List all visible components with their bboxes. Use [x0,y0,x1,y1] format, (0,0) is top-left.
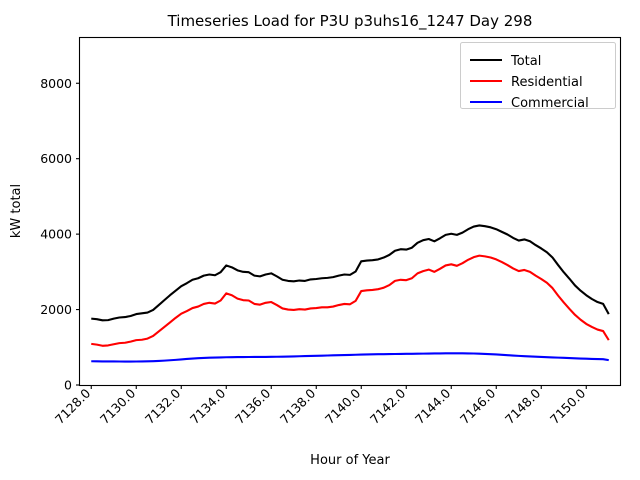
series-line-total [91,224,610,322]
chart-legend: Total Residential Commercial [460,42,616,111]
x-tick-label: 7128.0 [52,385,94,427]
x-tick-label: 7134.0 [187,385,229,427]
legend-label-commercial: Commercial [511,96,589,111]
x-tick-label: 7144.0 [412,385,454,427]
x-tick-label: 7132.0 [142,385,184,427]
x-tick-label: 7150.0 [547,385,589,427]
y-tick-label: 0 [64,378,72,393]
y-axis-ticks: 0 2000 4000 6000 8000 [40,76,80,393]
chart-title: Timeseries Load for P3U p3uhs16_1247 Day… [167,12,533,31]
x-tick-label: 7138.0 [277,385,319,427]
x-axis-ticks: 7128.0 7130.0 7132.0 7134.0 7136.0 7138.0 7140… [52,385,589,427]
series-line-residential [91,254,610,347]
y-tick-label: 6000 [40,151,72,166]
y-tick-label: 4000 [40,227,72,242]
y-tick-label: 2000 [40,302,72,317]
legend-label-residential: Residential [511,75,583,90]
y-tick-label: 8000 [40,76,72,91]
legend-entries: Total Residential Commercial [470,54,589,111]
y-axis-title: kW total [9,184,24,238]
plot-axes-frame [78,36,622,387]
x-tick-label: 7148.0 [502,385,544,427]
series-line-commercial [91,352,609,363]
x-tick-label: 7142.0 [367,385,409,427]
x-tick-label: 7140.0 [322,385,364,427]
x-tick-label: 7136.0 [232,385,274,427]
x-tick-label: 7130.0 [97,385,139,427]
x-tick-label: 7146.0 [457,385,499,427]
legend-label-total: Total [510,54,541,69]
series-lines [91,224,610,363]
x-axis-title: Hour of Year [310,453,390,468]
